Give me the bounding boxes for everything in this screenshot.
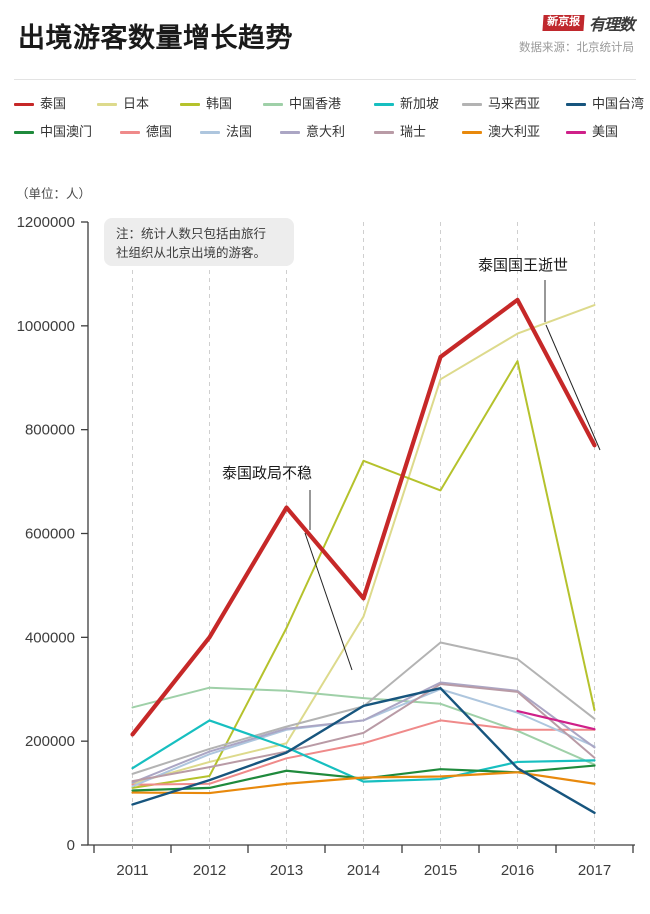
axes bbox=[87, 222, 635, 846]
x-tick-label-2013: 2013 bbox=[270, 862, 303, 879]
legend-color-swatch bbox=[97, 102, 117, 106]
x-tick-label-2016: 2016 bbox=[501, 862, 534, 879]
publisher-logo: 新京报 bbox=[542, 15, 585, 31]
series-line-新加坡 bbox=[131, 719, 596, 783]
brand-block: 新京报 有理数 数据来源：北京统计局 bbox=[519, 14, 635, 55]
legend-label: 韩国 bbox=[206, 96, 233, 111]
legend-item-中国香港[interactable]: 中国香港 bbox=[263, 97, 341, 111]
series-line-瑞士 bbox=[131, 683, 596, 783]
series-line-泰国 bbox=[130, 297, 597, 737]
page-title: 出境游客数量增长趋势 bbox=[18, 23, 293, 53]
brand-row: 新京报 有理数 bbox=[519, 14, 635, 34]
header: 出境游客数量增长趋势 新京报 有理数 数据来源：北京统计局 bbox=[0, 0, 650, 82]
legend-color-swatch bbox=[280, 130, 300, 134]
legend-item-澳大利亚[interactable]: 澳大利亚 bbox=[462, 125, 540, 139]
legend-color-swatch bbox=[566, 102, 586, 106]
legend-item-德国[interactable]: 德国 bbox=[120, 125, 172, 139]
legend-item-中国澳门[interactable]: 中国澳门 bbox=[14, 125, 92, 139]
legend-color-swatch bbox=[120, 130, 140, 134]
legend-color-swatch bbox=[263, 102, 283, 106]
axis-lines bbox=[87, 222, 635, 846]
legend-color-swatch bbox=[200, 130, 220, 134]
legend-row-2: 中国澳门 德国 法国 意大利 瑞士 澳大利亚 美国 bbox=[14, 118, 644, 146]
data-series bbox=[130, 297, 597, 815]
legend-label: 法国 bbox=[226, 124, 253, 139]
legend-row-1: 泰国 日本 韩国 中国香港 新加坡 马来西亚 中国台湾 bbox=[14, 90, 644, 118]
legend-label: 瑞士 bbox=[400, 124, 427, 139]
series-line-日本 bbox=[131, 304, 596, 785]
series-line-美国 bbox=[516, 709, 596, 731]
legend-label: 中国香港 bbox=[289, 96, 342, 111]
legend-item-意大利[interactable]: 意大利 bbox=[280, 125, 345, 139]
line-chart: 020000040000060000080000010000001200000 … bbox=[17, 214, 635, 879]
legend-label: 马来西亚 bbox=[488, 96, 541, 111]
legend-item-新加坡[interactable]: 新加坡 bbox=[374, 97, 439, 111]
annotation-trace-0 bbox=[304, 532, 353, 671]
legend-label: 中国台湾 bbox=[592, 96, 645, 111]
legend-item-马来西亚[interactable]: 马来西亚 bbox=[462, 97, 540, 111]
legend-color-swatch bbox=[374, 130, 394, 134]
chart-plot-area: 0 200000 400000 600000 800000 1000000 1200000 … bbox=[0, 200, 650, 900]
legend-color-swatch bbox=[180, 102, 200, 106]
legend-color-swatch bbox=[462, 102, 482, 106]
legend-label: 意大利 bbox=[306, 124, 346, 139]
y-tick-label: 600000 bbox=[25, 526, 75, 543]
y-tick-label: 200000 bbox=[25, 733, 75, 750]
x-tick-label-2012: 2012 bbox=[193, 862, 226, 879]
note-text-line: 社组织从北京出境的游客。 bbox=[116, 245, 266, 260]
legend-label: 新加坡 bbox=[400, 96, 440, 111]
note-text-line: 注：统计人数只包括由旅行 bbox=[116, 226, 266, 241]
x-tick-label-2017: 2017 bbox=[578, 862, 611, 879]
annotation-trace-1 bbox=[545, 324, 601, 451]
legend-label: 德国 bbox=[146, 124, 173, 139]
series-line-中国台湾 bbox=[131, 687, 596, 815]
legend-color-swatch bbox=[14, 130, 34, 134]
x-tick-label-2014: 2014 bbox=[347, 862, 380, 879]
header-divider bbox=[14, 79, 636, 80]
legend-item-日本[interactable]: 日本 bbox=[97, 97, 149, 111]
x-tick-labels: 2011 2012 2013 2014 2015 2016 2017 bbox=[93, 845, 634, 879]
axis-unit-label: （单位：人） bbox=[16, 187, 92, 201]
legend-label: 中国澳门 bbox=[40, 124, 93, 139]
data-source: 数据来源：北京统计局 bbox=[519, 42, 634, 54]
legend-item-韩国[interactable]: 韩国 bbox=[180, 97, 232, 111]
series-line-澳大利亚 bbox=[131, 771, 596, 795]
note-background bbox=[104, 218, 294, 266]
legend-item-泰国[interactable]: 泰国 bbox=[14, 97, 66, 111]
y-tick-label: 1200000 bbox=[17, 214, 75, 231]
legend-item-中国台湾[interactable]: 中国台湾 bbox=[566, 97, 644, 111]
y-tick-label: 800000 bbox=[25, 422, 75, 439]
chart-legend: 泰国 日本 韩国 中国香港 新加坡 马来西亚 中国台湾 中国澳门 德国 法国 意大利 瑞士 澳大利亚 美… bbox=[14, 90, 644, 146]
x-tick-label-2011: 2011 bbox=[116, 862, 148, 879]
legend-color-swatch bbox=[14, 102, 34, 106]
annotation-label-thai-unrest: 泰国政局不稳 bbox=[222, 465, 312, 482]
series-line-中国香港 bbox=[131, 686, 596, 766]
y-tick-label: 400000 bbox=[25, 629, 75, 646]
x-tick-label-2015: 2015 bbox=[424, 862, 457, 879]
series-line-韩国 bbox=[131, 360, 596, 789]
legend-item-法国[interactable]: 法国 bbox=[200, 125, 252, 139]
legend-label: 日本 bbox=[123, 96, 150, 111]
series-line-德国 bbox=[131, 719, 596, 786]
annotations: 泰国政局不稳 泰国国王逝世 bbox=[222, 257, 601, 671]
legend-label: 泰国 bbox=[40, 96, 67, 111]
column-logo: 有理数 bbox=[588, 17, 635, 34]
legend-color-swatch bbox=[374, 102, 394, 106]
y-tick-label: 1000000 bbox=[17, 318, 75, 335]
y-tick-label: 0 bbox=[67, 837, 75, 854]
legend-label: 澳大利亚 bbox=[488, 124, 541, 139]
y-tick-labels: 0 200000 400000 600000 800000 1000000 1200000 bbox=[17, 214, 88, 854]
series-line-意大利 bbox=[131, 681, 596, 784]
legend-label: 美国 bbox=[592, 124, 619, 139]
legend-item-美国[interactable]: 美国 bbox=[566, 125, 618, 139]
annotation-label-thai-king-death: 泰国国王逝世 bbox=[478, 257, 568, 274]
legend-item-瑞士[interactable]: 瑞士 bbox=[374, 125, 426, 139]
legend-color-swatch bbox=[566, 130, 586, 134]
legend-color-swatch bbox=[462, 130, 482, 134]
